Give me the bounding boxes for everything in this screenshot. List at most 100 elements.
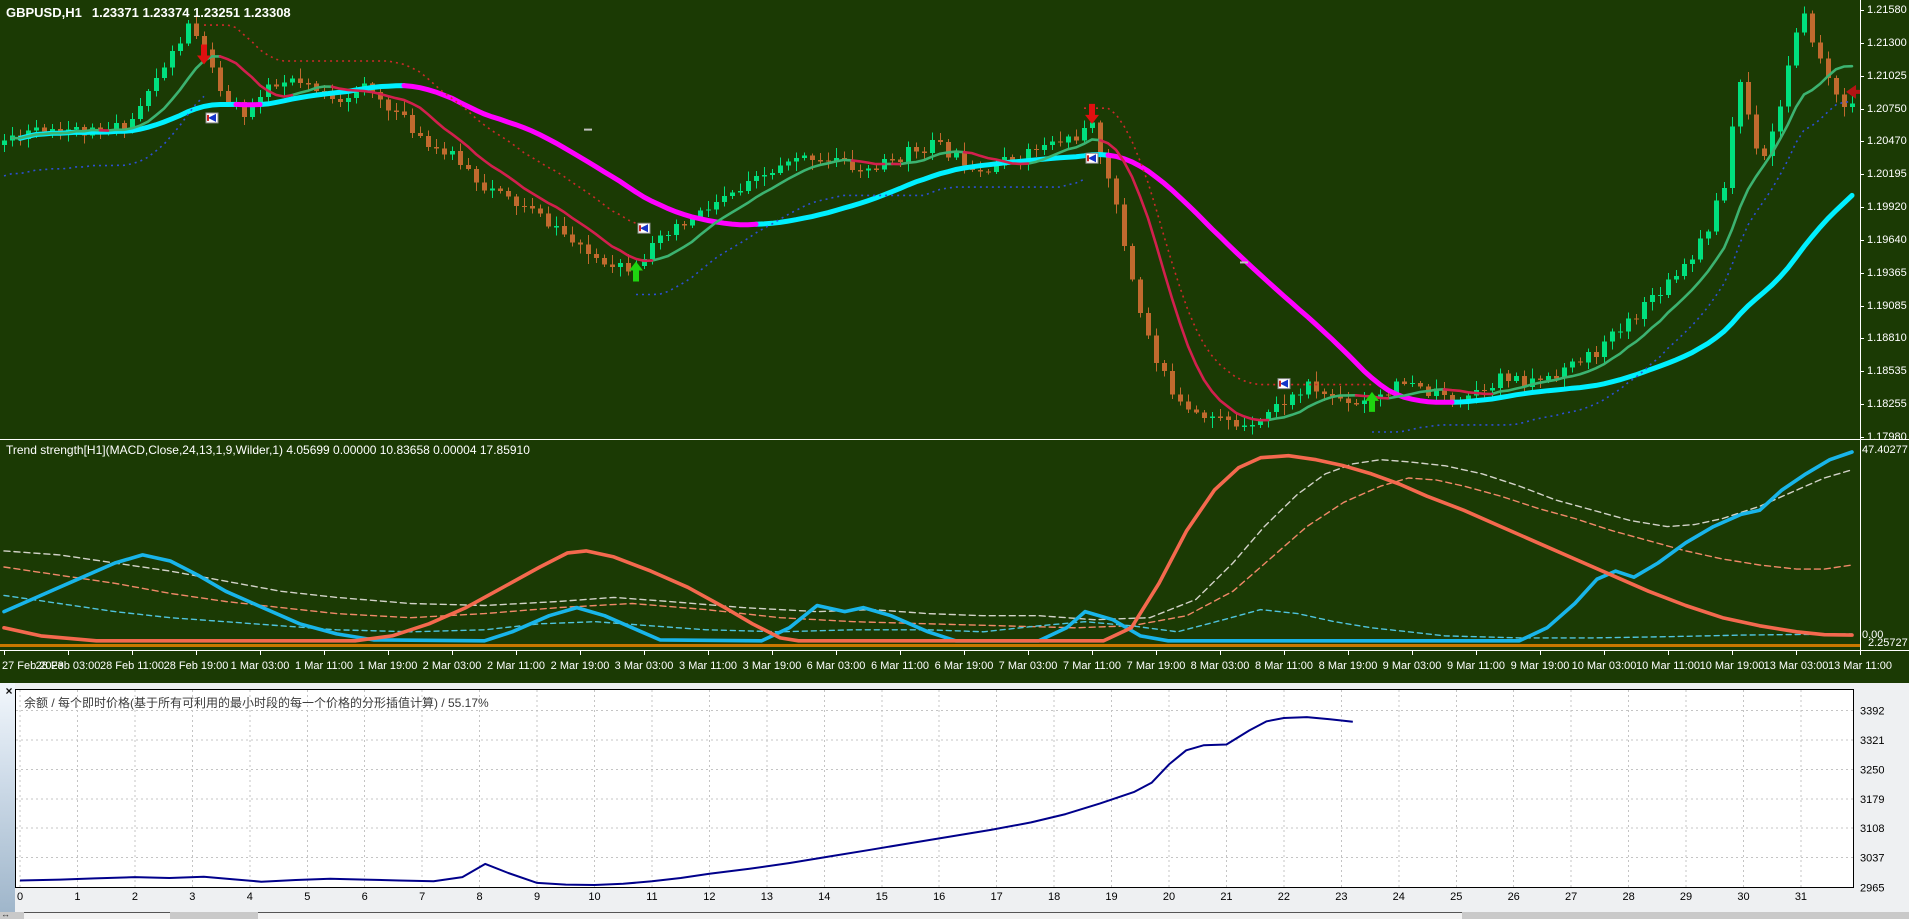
tester-x-label: 13 xyxy=(761,891,773,903)
balance-line xyxy=(19,716,1353,886)
time-axis-label: 7 Mar 11:00 xyxy=(1063,660,1121,672)
price-tick xyxy=(1860,10,1864,11)
time-tick xyxy=(836,651,837,655)
tester-y-label: 3321 xyxy=(1860,735,1884,747)
price-axis-label: 1.20750 xyxy=(1867,103,1907,115)
time-tick xyxy=(1092,651,1093,655)
price-tick xyxy=(1860,141,1864,142)
price-tick xyxy=(1860,273,1864,274)
panel-separator[interactable] xyxy=(0,439,1909,440)
tester-x-label: 26 xyxy=(1508,891,1520,903)
trend-strength-indicator[interactable] xyxy=(0,440,1860,650)
tester-x-label: 0 xyxy=(17,891,23,903)
tester-graph-title: 余额 / 每个即时价格(基于所有可利用的最小时段的每一个价格的分形插值计算) /… xyxy=(24,696,489,710)
tester-x-label: 30 xyxy=(1737,891,1749,903)
time-axis-label: 7 Mar 03:00 xyxy=(998,660,1058,672)
time-tick xyxy=(68,651,69,655)
price-tick xyxy=(1860,306,1864,307)
tester-x-label: 2 xyxy=(132,891,138,903)
tester-side-strip xyxy=(0,683,15,919)
price-tick xyxy=(1860,404,1864,405)
time-axis-label: 6 Mar 03:00 xyxy=(806,660,866,672)
scroll-thumb[interactable] xyxy=(24,912,170,919)
resize-handle-icon[interactable]: ↔ xyxy=(1,909,10,919)
tester-y-label: 3392 xyxy=(1860,706,1884,718)
scroll-track-box[interactable] xyxy=(258,912,1462,919)
time-axis[interactable]: 27 Feb 2023 28 Feb 03:00 28 Feb 11:00 28 Fe… xyxy=(0,651,1909,683)
time-tick xyxy=(196,651,197,655)
indicator-current-value: 2.25727 xyxy=(1868,637,1908,649)
time-tick xyxy=(1604,651,1605,655)
price-tick xyxy=(1860,174,1864,175)
tester-x-label: 25 xyxy=(1450,891,1462,903)
time-axis-label: 2 Mar 11:00 xyxy=(487,660,545,672)
buy-arrow-icon xyxy=(1365,391,1379,412)
balance-chart[interactable]: 0 1 2 3 4 5 6 7 8 9 10 11 12 13 14 15 16 17 18 19 20 21 22 23 24… xyxy=(0,683,1909,919)
time-axis-label: 1 Mar 19:00 xyxy=(358,660,418,672)
tester-x-label: 5 xyxy=(304,891,310,903)
price-tick xyxy=(1860,207,1864,208)
time-tick xyxy=(772,651,773,655)
tester-x-label: 14 xyxy=(818,891,830,903)
time-axis-label: 1 Mar 03:00 xyxy=(230,660,290,672)
slow-ma-up xyxy=(17,83,1855,405)
price-axis-label: 1.19920 xyxy=(1867,201,1907,213)
axis-divider xyxy=(1860,0,1861,651)
time-tick xyxy=(1668,651,1669,655)
exit-trade-icon xyxy=(1085,152,1099,164)
tester-x-label: 27 xyxy=(1565,891,1577,903)
panel-separator-2[interactable] xyxy=(0,650,1909,651)
time-tick xyxy=(260,651,261,655)
indicator-label: Trend strength[H1](MACD,Close,24,13,1,9,… xyxy=(6,443,530,457)
tester-x-label: 19 xyxy=(1105,891,1117,903)
price-tick xyxy=(1860,43,1864,44)
indicator-axis[interactable]: 47.40277 0.00 2.25727 xyxy=(1860,440,1909,650)
time-tick xyxy=(1412,651,1413,655)
symbol-period-label: GBPUSD,H1 xyxy=(6,5,82,20)
time-tick xyxy=(1476,651,1477,655)
time-tick xyxy=(1860,651,1861,655)
time-tick xyxy=(964,651,965,655)
time-tick xyxy=(1348,651,1349,655)
tester-x-label: 8 xyxy=(477,891,483,903)
indicator-zero-value: 0.00 xyxy=(1862,629,1884,641)
exit-trade-icon xyxy=(637,222,651,234)
bottom-scroll-strip[interactable] xyxy=(0,912,1909,919)
time-tick xyxy=(1796,651,1797,655)
tester-y-label: 2965 xyxy=(1860,883,1884,895)
time-axis-label: 8 Mar 19:00 xyxy=(1318,660,1378,672)
price-tick xyxy=(1860,109,1864,110)
tester-y-label: 3037 xyxy=(1860,853,1884,865)
time-tick xyxy=(1732,651,1733,655)
tester-x-label: 28 xyxy=(1622,891,1634,903)
time-axis-label: 1 Mar 11:00 xyxy=(295,660,353,672)
silver-dash-mark xyxy=(1240,261,1248,264)
time-tick xyxy=(900,651,901,655)
price-axis-label: 1.18810 xyxy=(1867,332,1907,344)
close-icon[interactable]: × xyxy=(5,684,13,698)
price-chart[interactable] xyxy=(0,0,1860,439)
tester-x-label: 31 xyxy=(1795,891,1807,903)
end-arrow-icon xyxy=(1846,84,1860,99)
signal-salmon-dashed xyxy=(3,477,1853,629)
tester-x-label: 22 xyxy=(1278,891,1290,903)
price-axis-label: 1.18255 xyxy=(1867,398,1907,410)
time-axis-label: 2 Mar 03:00 xyxy=(422,660,482,672)
time-axis-label: 13 Mar 11:00 xyxy=(1827,660,1893,672)
price-axis[interactable]: 1.21580 1.21300 1.21025 1.20750 1.20470 1.201… xyxy=(1860,0,1909,443)
tester-x-label: 24 xyxy=(1393,891,1405,903)
time-tick xyxy=(1540,651,1541,655)
time-tick xyxy=(452,651,453,655)
fast-ma-up xyxy=(10,55,1854,422)
time-tick xyxy=(324,651,325,655)
time-axis-label: 7 Mar 19:00 xyxy=(1126,660,1186,672)
indicator-max-value: 47.40277 xyxy=(1862,444,1908,456)
time-axis-label: 3 Mar 19:00 xyxy=(742,660,802,672)
tester-y-label: 3108 xyxy=(1860,823,1884,835)
sell-arrow-icon xyxy=(1085,103,1099,124)
signal-cyan-dashed xyxy=(3,594,1853,639)
tester-x-label: 6 xyxy=(362,891,368,903)
time-axis-label: 9 Mar 03:00 xyxy=(1382,660,1442,672)
time-tick xyxy=(1156,651,1157,655)
signal-silver-dashed xyxy=(3,459,1853,621)
